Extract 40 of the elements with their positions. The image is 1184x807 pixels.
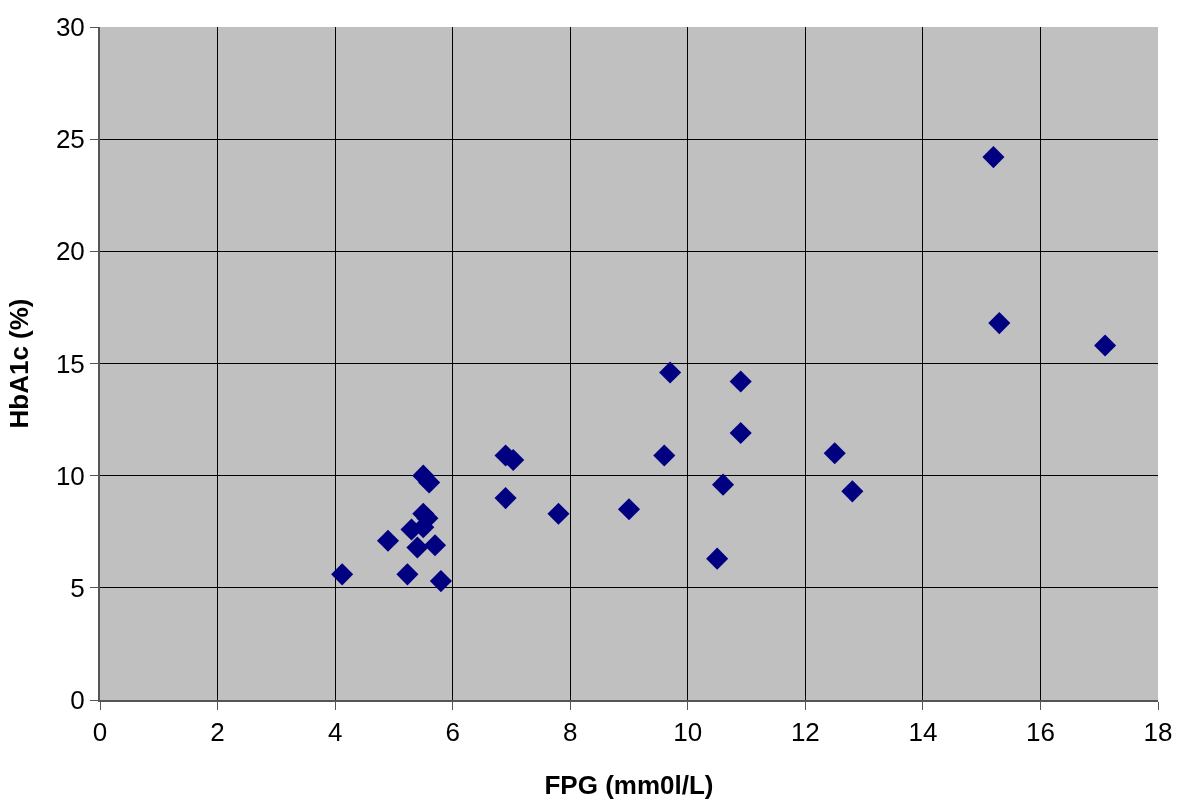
point bbox=[988, 312, 1011, 335]
x-tick-label: 8 bbox=[562, 717, 578, 748]
x-tick-label: 12 bbox=[790, 717, 820, 748]
x-tick-label: 10 bbox=[673, 717, 703, 748]
x-tick-label: 4 bbox=[327, 717, 343, 748]
point bbox=[418, 471, 441, 494]
point bbox=[841, 480, 864, 503]
point bbox=[617, 498, 641, 521]
point bbox=[653, 444, 676, 467]
y-tick-label: 25 bbox=[55, 124, 85, 155]
y-tick-label: 5 bbox=[70, 572, 85, 603]
x-tick-label: 6 bbox=[445, 717, 460, 748]
point bbox=[706, 547, 729, 570]
y-tick-label: 10 bbox=[55, 460, 85, 491]
point bbox=[406, 536, 429, 559]
point bbox=[823, 442, 846, 465]
x-tick-label: 2 bbox=[210, 717, 225, 748]
point bbox=[659, 361, 682, 384]
x-tick-label: 16 bbox=[1025, 717, 1055, 748]
point bbox=[729, 370, 752, 393]
y-tick-label: 30 bbox=[55, 12, 85, 43]
x-tick-label: 14 bbox=[908, 717, 938, 748]
point bbox=[494, 487, 517, 510]
point bbox=[331, 563, 354, 586]
point bbox=[376, 529, 400, 552]
y-tick-label: 20 bbox=[55, 236, 85, 267]
point bbox=[547, 502, 570, 525]
x-tick-label: 18 bbox=[1143, 717, 1173, 748]
point bbox=[1094, 334, 1117, 357]
point bbox=[429, 570, 452, 593]
x-tick-label: 0 bbox=[92, 717, 108, 748]
x-axis-title: FPG (mm0l/L) bbox=[544, 770, 714, 801]
point bbox=[729, 421, 752, 445]
y-tick-label: 0 bbox=[70, 685, 85, 716]
y-axis-title: HbA1c (%) bbox=[3, 298, 34, 429]
y-tick-label: 15 bbox=[55, 348, 85, 379]
point bbox=[396, 563, 419, 586]
point bbox=[982, 146, 1005, 169]
point bbox=[711, 473, 735, 496]
point bbox=[423, 534, 447, 557]
